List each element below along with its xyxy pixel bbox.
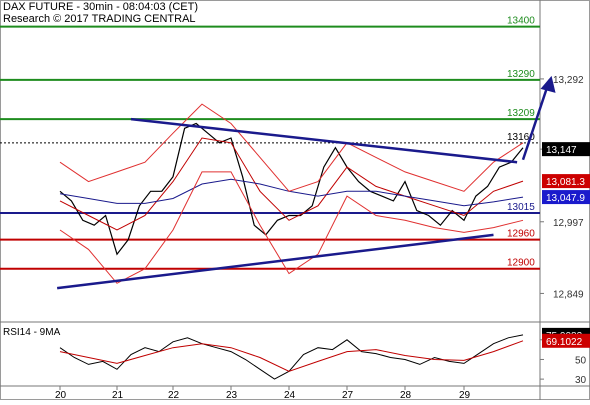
rsi-badge-69.1022-box [542, 333, 590, 348]
chart-title: DAX FUTURE - 30min - 08:04:03 (CET) [3, 1, 198, 13]
level-label-13015: 13015 [507, 202, 535, 213]
rsi-panel-title: RSI14 - 9MA [3, 327, 61, 338]
price-badge-13,047.9: 13,047.9 [546, 193, 585, 204]
rsi-tick-label: 30 [575, 375, 587, 386]
level-label-13160: 13160 [507, 132, 535, 143]
rsi-tick-label: 50 [575, 355, 587, 366]
x-tick-label: 27 [342, 390, 354, 400]
y-tick-label: 13,292 [553, 75, 584, 86]
price-badge-13,147: 13,147 [546, 145, 577, 156]
series-band-lower [59, 171, 524, 284]
trendline-support [56, 233, 494, 290]
x-tick-label: 20 [55, 390, 67, 400]
level-label-12960: 12960 [507, 229, 535, 240]
x-tick-label: 23 [226, 390, 238, 400]
rsi-series-ma [59, 340, 524, 372]
x-tick-label: 24 [284, 390, 296, 400]
x-tick-label: 28 [400, 390, 412, 400]
level-label-12900: 12900 [507, 258, 535, 269]
chart-subtitle: Research © 2017 TRADING CENTRAL [3, 13, 196, 25]
trendline-resistance [130, 117, 518, 164]
price-badge-13,147-box [542, 142, 590, 157]
series-band-upper [59, 103, 524, 192]
series-moving-average [59, 137, 524, 231]
series-moving-average [59, 178, 524, 207]
level-label-13209: 13209 [507, 108, 535, 119]
level-label-13290: 13290 [507, 69, 535, 80]
rsi-badge-69.1022: 69.1022 [546, 337, 583, 348]
series-price [59, 122, 524, 256]
x-tick-label: 29 [459, 390, 471, 400]
price-badge-13,047.9-box [542, 190, 590, 205]
x-tick-label: 21 [112, 390, 124, 400]
x-tick-label: 22 [168, 390, 180, 400]
price-badge-13,081.3: 13,081.3 [546, 177, 585, 188]
trendline-projection-arrow [521, 79, 551, 161]
level-label-13400: 13400 [507, 16, 535, 27]
y-tick-label: 12,997 [553, 218, 584, 229]
projection-arrow-head [540, 75, 556, 93]
y-tick-label: 12,849 [553, 289, 584, 300]
price-badge-13,081.3-box [542, 174, 590, 189]
rsi-series-rsi [59, 334, 524, 380]
